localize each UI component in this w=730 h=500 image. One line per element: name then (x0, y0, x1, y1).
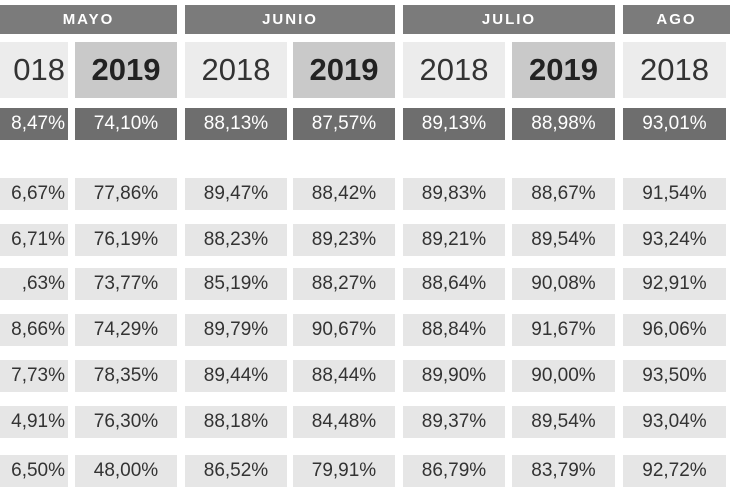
value-cell: 88,67% (512, 178, 615, 210)
value-cell: 88,42% (293, 178, 395, 210)
value-cell: 74,10% (75, 108, 177, 140)
year-header: 2018 (403, 42, 505, 98)
value-cell: 88,44% (293, 360, 395, 392)
value-cell: 76,19% (75, 224, 177, 256)
value-cell: 88,23% (185, 224, 287, 256)
value-cell: 89,47% (185, 178, 287, 210)
value-cell: 92,91% (623, 268, 726, 300)
value-cell: 85,19% (185, 268, 287, 300)
value-cell: 48,00% (75, 455, 177, 487)
value-cell: 88,13% (185, 108, 287, 140)
value-cell: 7,73% (0, 360, 68, 392)
year-header: 2018 (185, 42, 287, 98)
value-cell: 79,91% (293, 455, 395, 487)
value-cell: 93,50% (623, 360, 726, 392)
year-header: 018 (0, 42, 68, 98)
value-cell: 6,71% (0, 224, 68, 256)
value-cell: 89,90% (403, 360, 505, 392)
value-cell: 91,54% (623, 178, 726, 210)
value-cell: 89,54% (512, 406, 615, 438)
value-cell: 89,54% (512, 224, 615, 256)
value-cell: 74,29% (75, 314, 177, 346)
value-cell: 6,50% (0, 455, 68, 487)
value-cell: 84,48% (293, 406, 395, 438)
year-header: 2019 (293, 42, 395, 98)
month-header: JUNIO (185, 5, 395, 34)
value-cell: 88,18% (185, 406, 287, 438)
value-cell: 77,86% (75, 178, 177, 210)
value-cell: 89,37% (403, 406, 505, 438)
value-cell: 93,24% (623, 224, 726, 256)
value-cell: 89,23% (293, 224, 395, 256)
value-cell: 4,91% (0, 406, 68, 438)
value-cell: 90,67% (293, 314, 395, 346)
value-cell: 8,47% (0, 108, 68, 140)
month-header: AGO (623, 5, 730, 34)
value-cell: 6,67% (0, 178, 68, 210)
month-header: MAYO (0, 5, 177, 34)
value-cell: ,63% (0, 268, 68, 300)
value-cell: 86,79% (403, 455, 505, 487)
value-cell: 78,35% (75, 360, 177, 392)
value-cell: 89,21% (403, 224, 505, 256)
value-cell: 86,52% (185, 455, 287, 487)
value-cell: 90,08% (512, 268, 615, 300)
value-cell: 88,27% (293, 268, 395, 300)
value-cell: 96,06% (623, 314, 726, 346)
value-cell: 89,83% (403, 178, 505, 210)
value-cell: 89,79% (185, 314, 287, 346)
value-cell: 89,13% (403, 108, 505, 140)
value-cell: 83,79% (512, 455, 615, 487)
value-cell: 93,01% (623, 108, 726, 140)
value-cell: 88,64% (403, 268, 505, 300)
value-cell: 93,04% (623, 406, 726, 438)
value-cell: 87,57% (293, 108, 395, 140)
month-header: JULIO (403, 5, 615, 34)
value-cell: 92,72% (623, 455, 726, 487)
value-cell: 73,77% (75, 268, 177, 300)
value-cell: 91,67% (512, 314, 615, 346)
value-cell: 88,98% (512, 108, 615, 140)
value-cell: 90,00% (512, 360, 615, 392)
value-cell: 88,84% (403, 314, 505, 346)
value-cell: 8,66% (0, 314, 68, 346)
year-header: 2019 (75, 42, 177, 98)
year-header: 2018 (623, 42, 726, 98)
value-cell: 76,30% (75, 406, 177, 438)
value-cell: 89,44% (185, 360, 287, 392)
year-header: 2019 (512, 42, 615, 98)
